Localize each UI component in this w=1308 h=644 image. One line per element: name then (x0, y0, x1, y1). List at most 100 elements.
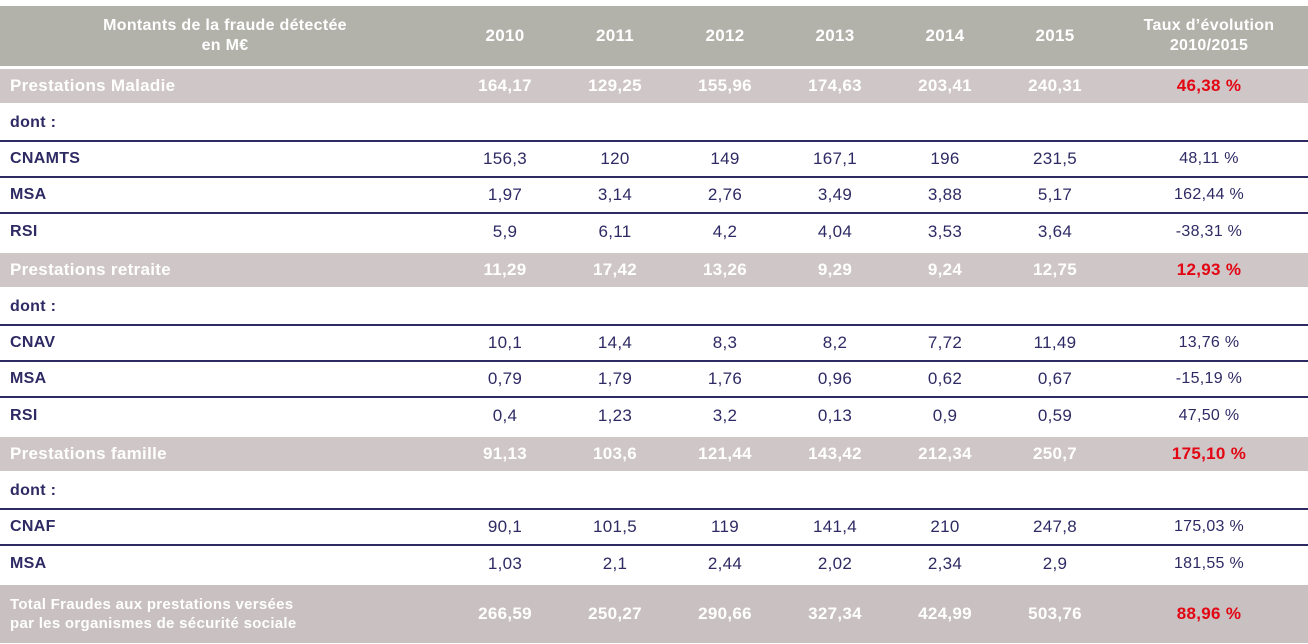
year-column-header: 2014 (925, 26, 965, 45)
table-row-rsi: RSI 0,4 1,23 3,2 0,13 0,9 0,59 47,50 % (0, 398, 1308, 434)
year-value: 3,88 (927, 185, 963, 204)
year-value: 3,49 (817, 185, 853, 204)
table-title-line2: en M€ (201, 37, 249, 54)
year-value: 1,97 (487, 185, 523, 204)
evolution-header-line2: 2010/2015 (1169, 37, 1249, 54)
evolution-value: 181,55 % (1173, 555, 1244, 572)
table-header-row: Montants de la fraude détectée en M€ 201… (0, 6, 1308, 66)
year-value: 240,31 (1028, 76, 1082, 95)
table-rows: Prestations Maladie 164,17 129,25 155,96 174… (0, 69, 1308, 643)
year-value: 1,23 (597, 406, 633, 425)
year-value: 11,49 (1033, 333, 1077, 352)
table-row-msa: MSA 1,97 3,14 2,76 3,49 3,88 5,17 162,44 % (0, 178, 1308, 214)
year-column-header: 2012 (705, 26, 745, 45)
evolution-value: 175,10 % (1171, 444, 1247, 463)
year-value: 167,1 (812, 149, 858, 168)
row-label: CNAMTS (10, 150, 81, 167)
year-value: 12,75 (1032, 260, 1078, 279)
evolution-value: -38,31 % (1175, 223, 1243, 240)
year-value: 327,34 (808, 604, 862, 623)
table-title: Montants de la fraude détectée en M€ (0, 16, 450, 56)
year-value: 141,4 (812, 517, 858, 536)
year-value: 14,4 (597, 333, 633, 352)
year-value: 13,26 (702, 260, 748, 279)
table-row-rsi: RSI 5,9 6,11 4,2 4,04 3,53 3,64 -38,31 % (0, 214, 1308, 250)
row-label: CNAV (10, 334, 56, 351)
row-label: dont : (10, 114, 57, 131)
year-value: 250,27 (588, 604, 642, 623)
year-value: 196 (930, 149, 960, 168)
year-value: 10,1 (487, 333, 523, 352)
row-label: CNAF (10, 518, 56, 535)
year-value: 2,76 (707, 185, 743, 204)
table-row-dont: dont : (0, 290, 1308, 326)
table-row-cnav: CNAV 10,1 14,4 8,3 8,2 7,72 11,49 13,76 % (0, 326, 1308, 362)
year-value: 101,5 (592, 517, 638, 536)
evolution-column-header: Taux d’évolution 2010/2015 (1110, 16, 1308, 56)
total-label-line2: par les organismes de sécurité sociale (10, 615, 297, 632)
year-value: 143,42 (808, 444, 862, 463)
evolution-value: 13,76 % (1178, 334, 1240, 351)
year-value: 121,44 (698, 444, 752, 463)
year-value: 503,76 (1028, 604, 1082, 623)
year-value: 8,3 (712, 333, 738, 352)
year-value: 0,79 (487, 369, 523, 388)
year-value: 91,13 (482, 444, 528, 463)
year-value: 5,17 (1037, 185, 1073, 204)
table-row-dont: dont : (0, 474, 1308, 510)
year-value: 0,9 (932, 406, 958, 425)
row-label: dont : (10, 298, 57, 315)
row-label: MSA (10, 555, 47, 572)
evolution-value: 48,11 % (1179, 150, 1239, 167)
table-title-line1: Montants de la fraude détectée (103, 17, 347, 34)
year-value: 119 (710, 517, 739, 536)
year-value: 164,17 (478, 76, 532, 95)
year-value: 174,63 (808, 76, 862, 95)
row-label: RSI (10, 407, 38, 424)
year-value: 290,66 (698, 604, 752, 623)
table-row-cnaf: CNAF 90,1 101,5 119 141,4 210 247,8 175,03 % (0, 510, 1308, 546)
table-row-msa: MSA 1,03 2,1 2,44 2,02 2,34 2,9 181,55 % (0, 546, 1308, 582)
year-value: 1,03 (487, 554, 523, 573)
year-value: 149 (710, 149, 740, 168)
year-value: 231,5 (1032, 149, 1078, 168)
row-label: dont : (10, 482, 57, 499)
evolution-value: 162,44 % (1173, 186, 1244, 203)
year-value: 90,1 (487, 517, 523, 536)
year-value: 0,59 (1037, 406, 1073, 425)
year-value: 3,2 (712, 406, 738, 425)
year-value: 266,59 (478, 604, 532, 623)
year-column-header: 2011 (595, 26, 635, 45)
row-label: Prestations retraite (10, 260, 171, 279)
year-value: 4,2 (712, 222, 738, 241)
year-value: 7,72 (927, 333, 963, 352)
row-label: Prestations famille (10, 444, 167, 463)
year-value: 8,2 (822, 333, 848, 352)
row-label: Prestations Maladie (10, 76, 176, 95)
row-label: Total Fraudes aux prestations versées par… (0, 595, 450, 633)
row-label: MSA (10, 186, 47, 203)
year-value: 129,25 (588, 76, 642, 95)
year-value: 2,02 (817, 554, 853, 573)
year-column-header: 2010 (485, 26, 525, 45)
table-row-dont: dont : (0, 106, 1308, 142)
year-value: 3,14 (597, 185, 633, 204)
year-value: 212,34 (918, 444, 972, 463)
year-value: 203,41 (918, 76, 972, 95)
year-value: 2,44 (707, 554, 743, 573)
year-value: 17,42 (592, 260, 638, 279)
table-row-prestations-maladie: Prestations Maladie 164,17 129,25 155,96 174… (0, 69, 1308, 103)
year-value: 6,11 (598, 222, 632, 241)
year-value: 120 (600, 149, 630, 168)
table-row-msa: MSA 0,79 1,79 1,76 0,96 0,62 0,67 -15,19 % (0, 362, 1308, 398)
evolution-header-line1: Taux d’évolution (1143, 17, 1275, 34)
year-value: 3,64 (1037, 222, 1073, 241)
row-label: MSA (10, 370, 47, 387)
table-row-prestations-famille: Prestations famille 91,13 103,6 121,44 143,4… (0, 437, 1308, 471)
year-value: 247,8 (1032, 517, 1078, 536)
evolution-value: 12,93 % (1176, 260, 1242, 279)
evolution-value: 46,38 % (1176, 76, 1242, 95)
year-value: 0,96 (817, 369, 853, 388)
year-value: 1,79 (597, 369, 633, 388)
year-value: 5,9 (492, 222, 518, 241)
